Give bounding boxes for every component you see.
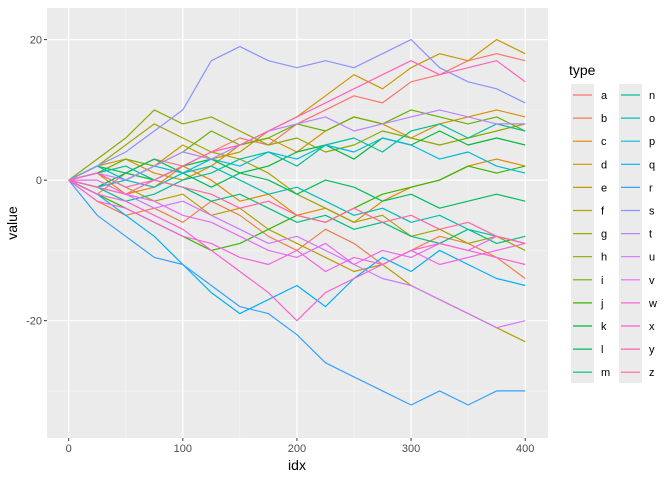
- legend-label-f: f: [601, 206, 605, 218]
- legend-label-r: r: [649, 182, 653, 194]
- legend-label-d: d: [601, 159, 607, 171]
- legend-label-o: o: [649, 113, 655, 125]
- series-line-l: [68, 158, 526, 209]
- legend-label-g: g: [601, 229, 607, 241]
- legend-label-l: l: [601, 344, 603, 356]
- legend-label-n: n: [649, 90, 655, 102]
- y-axis-label: value: [4, 206, 20, 240]
- series-line-m: [68, 165, 526, 244]
- gridlines: [47, 8, 548, 438]
- series-line-q: [68, 179, 526, 315]
- y-axis: -20 0 20: [26, 35, 47, 328]
- series-line-t: [68, 109, 526, 181]
- y-tick-label: 0: [36, 175, 42, 187]
- legend-label-x: x: [649, 321, 655, 333]
- y-tick-label: -20: [26, 316, 42, 328]
- legend-label-k: k: [601, 321, 607, 333]
- series-line-r: [68, 179, 526, 406]
- legend-label-u: u: [649, 252, 655, 264]
- legend-label-h: h: [601, 252, 607, 264]
- legend-label-v: v: [649, 275, 655, 287]
- legend-label-s: s: [649, 206, 655, 218]
- y-tick-label: 20: [30, 35, 42, 47]
- series-line-w: [68, 179, 526, 273]
- legend-label-w: w: [648, 298, 657, 310]
- legend-label-t: t: [649, 229, 652, 241]
- legend-label-z: z: [649, 367, 655, 379]
- series-line-y: [68, 60, 526, 188]
- legend-label-m: m: [601, 367, 610, 379]
- legend-label-p: p: [649, 136, 655, 148]
- legend-label-j: j: [600, 298, 603, 310]
- series-line-u: [68, 179, 526, 329]
- legend-title: type: [569, 62, 596, 78]
- legend-label-a: a: [601, 90, 608, 102]
- series-lines: [68, 38, 526, 406]
- x-axis: 0 100 200 300 400: [66, 438, 534, 455]
- x-axis-label: idx: [288, 457, 306, 473]
- legend-label-c: c: [601, 136, 607, 148]
- x-tick-label: 200: [288, 443, 306, 455]
- series-line-h: [68, 109, 526, 181]
- x-tick-label: 400: [516, 443, 534, 455]
- series-line-z: [68, 179, 526, 244]
- x-tick-label: 100: [174, 443, 192, 455]
- legend-label-b: b: [601, 113, 607, 125]
- series-line-x: [68, 179, 526, 322]
- series-line-n: [68, 123, 526, 202]
- legend-label-e: e: [601, 182, 607, 194]
- x-tick-label: 0: [66, 443, 72, 455]
- series-line-k: [68, 130, 526, 188]
- legend-label-q: q: [649, 159, 655, 171]
- legend-label-i: i: [601, 275, 603, 287]
- x-tick-label: 300: [402, 443, 420, 455]
- legend-label-y: y: [649, 344, 655, 356]
